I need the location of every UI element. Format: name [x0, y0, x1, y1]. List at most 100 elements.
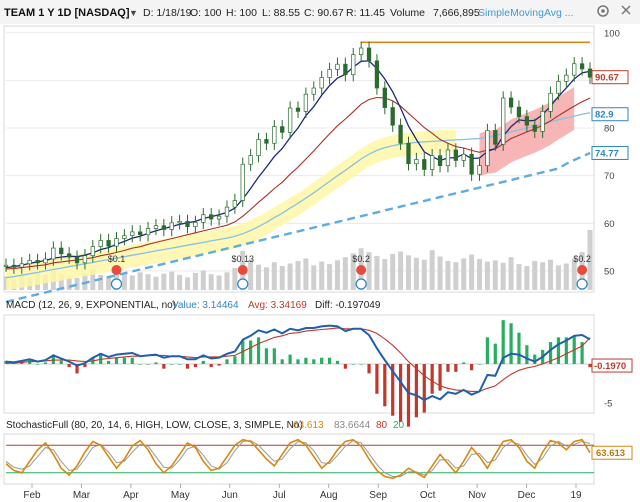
- macd-histogram-bar: [256, 337, 261, 364]
- dividend-icon: [356, 265, 367, 275]
- price-candle: [295, 107, 301, 112]
- macd-histogram-bar: [470, 364, 474, 371]
- macd-histogram-bar: [430, 364, 434, 394]
- volume-bar: [350, 253, 356, 290]
- sma-fast-line: [5, 60, 591, 269]
- macd-histogram-bar: [146, 364, 150, 365]
- volume-bar: [192, 272, 198, 290]
- sma-slow-line: [5, 112, 591, 279]
- volume-bar: [461, 258, 467, 290]
- x-tick-label: Dec: [518, 490, 536, 501]
- x-tick-label: Aug: [320, 490, 338, 501]
- price-candle: [287, 107, 293, 133]
- symbol-title[interactable]: TEAM 1 Y 1D [NASDAQ]: [4, 7, 130, 19]
- macd-value-label: Value: 3.14464: [172, 300, 239, 311]
- macd-histogram-bar: [391, 364, 395, 416]
- price-candle: [311, 87, 316, 95]
- price-tick-label: 100: [604, 28, 620, 39]
- volume-bar: [279, 266, 285, 290]
- stochastic-high-level: 80: [376, 420, 388, 431]
- price-candle: [224, 206, 230, 217]
- macd-label[interactable]: MACD (12, 26, 9, EXPONENTIAL, no): [6, 300, 176, 311]
- price-candle: [524, 116, 530, 126]
- price-candle: [248, 155, 253, 165]
- macd-histogram-bar: [398, 364, 403, 422]
- stochastic-low-level: 20: [393, 420, 405, 431]
- stochastic-label[interactable]: StochasticFull (80, 20, 14, 6, HIGH, LOW…: [6, 420, 303, 431]
- price-candle: [532, 124, 537, 132]
- macd-histogram-bar: [335, 360, 340, 364]
- volume-bar: [555, 265, 561, 290]
- earnings-icon: [576, 278, 588, 290]
- macd-histogram-bar: [327, 357, 332, 364]
- volume-bar: [342, 257, 348, 290]
- macd-histogram-bar: [406, 364, 411, 427]
- macd-tick-label: -5: [604, 399, 612, 410]
- volume-bar: [405, 255, 411, 290]
- macd-histogram-bar: [493, 343, 497, 364]
- macd-histogram-bar: [288, 354, 292, 364]
- price-candle: [11, 264, 17, 268]
- price-candle: [185, 221, 190, 227]
- close-icon[interactable]: [621, 5, 631, 15]
- volume-bar: [492, 260, 498, 290]
- stochastic-badge: [591, 445, 633, 460]
- price-candle: [493, 130, 498, 145]
- price-candle: [327, 69, 332, 78]
- price-candle: [272, 126, 277, 144]
- volume-bar: [224, 272, 230, 290]
- macd-histogram-bar: [343, 364, 347, 369]
- macd-histogram-bar: [209, 364, 213, 368]
- price-candle: [587, 68, 593, 78]
- dividend-icon: [237, 265, 248, 275]
- price-candle: [461, 153, 466, 161]
- macd-histogram-bar: [178, 364, 182, 365]
- stochastic-series: 63.613: [5, 438, 633, 480]
- macd-histogram-bar: [51, 354, 55, 364]
- price-badge: [591, 107, 629, 122]
- gear-icon[interactable]: [597, 5, 609, 17]
- price-candle: [414, 159, 419, 165]
- price-candle: [516, 106, 522, 117]
- stochastic-header: StochasticFull (80, 20, 14, 6, HIGH, LOW…: [6, 420, 405, 431]
- price-badge: [591, 145, 629, 160]
- macd-histogram-bar: [280, 359, 284, 364]
- header-low: L: 88.55: [262, 7, 300, 19]
- ichimoku-cloud: [6, 129, 456, 290]
- dropdown-arrow-icon[interactable]: ▼: [129, 8, 138, 18]
- price-candle: [508, 97, 514, 108]
- study-label[interactable]: SimpleMovingAvg ...: [478, 7, 574, 19]
- volume-bar: [382, 259, 388, 290]
- dividend-label: $0.2: [573, 254, 591, 264]
- volume-bar: [287, 263, 293, 290]
- x-tick-label: Nov: [468, 490, 486, 501]
- price-candle: [66, 253, 72, 258]
- volume-bar: [390, 254, 396, 290]
- volume-bar: [508, 257, 514, 290]
- price-tick-label: 80: [604, 124, 615, 135]
- volume-bar: [169, 271, 175, 290]
- volume-bar: [263, 267, 269, 290]
- macd-histogram-bar: [201, 360, 205, 364]
- volume-bar: [177, 274, 183, 290]
- macd-histogram-bar: [477, 364, 482, 365]
- volume-bar: [437, 256, 443, 290]
- price-candle: [232, 200, 238, 208]
- volume-bar: [200, 270, 206, 290]
- volume-bar: [563, 263, 569, 290]
- macd-histogram-bar: [351, 364, 355, 365]
- volume-bar: [74, 278, 80, 290]
- macd-histogram-bar: [588, 364, 592, 368]
- macd-histogram-bar: [185, 364, 190, 369]
- price-candle: [216, 215, 222, 220]
- price-badge-label: 82.9: [595, 110, 614, 121]
- price-candle: [130, 231, 135, 237]
- price-candle: [343, 63, 348, 76]
- price-candle: [382, 87, 387, 108]
- volume-bar: [587, 230, 593, 290]
- macd-histogram-bar: [414, 364, 418, 418]
- x-tick-label: Apr: [123, 490, 139, 501]
- dividend-label: $0.2: [352, 254, 370, 264]
- macd-histogram-bar: [509, 323, 513, 364]
